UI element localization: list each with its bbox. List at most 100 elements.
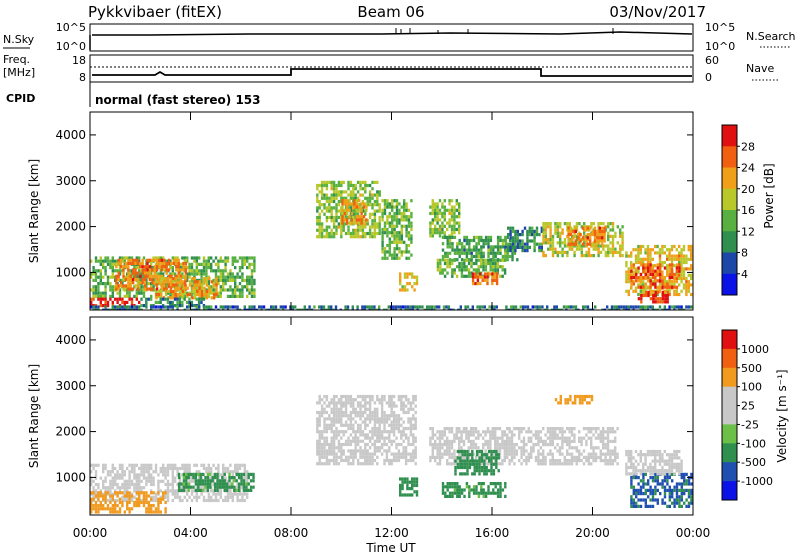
range-gate-cell [471, 305, 474, 309]
range-gate-cell [152, 476, 155, 480]
range-gate-cell [152, 498, 155, 503]
range-gate-cell [337, 193, 341, 197]
range-gate-cell [342, 225, 345, 229]
range-gate-cell [316, 417, 319, 421]
range-gate-cell [503, 430, 506, 434]
range-gate-cell [237, 488, 241, 492]
range-gate-cell [400, 398, 403, 402]
range-gate-cell [222, 282, 225, 286]
range-gate-cell [210, 296, 213, 300]
range-gate-cell [212, 288, 215, 292]
range-gate-cell [318, 394, 321, 399]
range-gate-cell [525, 443, 528, 447]
range-gate-cell [450, 224, 454, 228]
range-gate-cell [526, 239, 529, 243]
range-gate-cell [97, 291, 100, 295]
range-gate-cell [352, 455, 355, 459]
range-gate-cell [506, 446, 509, 450]
range-gate-cell [526, 229, 529, 233]
range-gate-cell [554, 222, 557, 226]
range-gate-cell [403, 288, 407, 292]
range-gate-cell [373, 180, 377, 184]
range-gate-cell [371, 235, 374, 239]
echo-region [429, 427, 619, 466]
range-gate-cell [632, 273, 635, 277]
range-gate-cell [179, 268, 183, 272]
range-gate-cell [325, 426, 329, 431]
range-gate-cell [622, 308, 626, 310]
range-gate-cell [532, 433, 535, 437]
range-gate-cell [477, 242, 481, 246]
range-gate-cell [126, 479, 129, 483]
range-gate-cell [356, 401, 360, 405]
range-gate-cell [214, 466, 218, 471]
range-gate-cell [349, 215, 353, 220]
range-gate-cell [162, 497, 165, 501]
range-gate-cell [123, 308, 126, 310]
range-gate-cell [359, 430, 362, 434]
range-gate-cell [487, 261, 490, 266]
range-gate-cell [330, 439, 333, 443]
range-gate-cell [335, 433, 338, 437]
range-gate-cell [152, 288, 155, 292]
range-gate-cell [123, 259, 126, 263]
range-gate-cell [458, 427, 461, 431]
range-gate-cell [335, 410, 338, 415]
range-gate-cell [150, 466, 153, 471]
range-gate-cell [649, 257, 652, 261]
range-gate-cell [102, 275, 105, 279]
range-gate-cell [217, 278, 220, 282]
range-gate-cell [195, 256, 198, 260]
range-gate-cell [400, 401, 403, 405]
range-gate-cell [366, 462, 369, 466]
range-gate-cell [165, 287, 168, 291]
range-gate-cell [243, 278, 246, 282]
range-gate-cell [344, 414, 348, 418]
range-gate-cell [506, 449, 509, 453]
range-gate-cell [104, 294, 107, 298]
range-gate-cell [291, 305, 294, 309]
range-gate-cell [537, 430, 540, 434]
range-gate-cell [646, 308, 650, 310]
range-gate-cell [613, 305, 616, 309]
range-gate-cell [366, 449, 369, 453]
range-gate-cell [573, 254, 576, 258]
range-gate-cell [589, 239, 592, 243]
range-gate-cell [352, 235, 355, 239]
range-gate-cell [192, 485, 195, 489]
range-gate-cell [328, 462, 331, 466]
range-gate-cell [200, 293, 204, 297]
range-gate-cell [214, 256, 218, 260]
range-gate-cell [155, 274, 159, 278]
range-gate-cell [347, 398, 350, 402]
range-gate-cell [637, 297, 641, 301]
range-gate-cell [335, 420, 338, 424]
range-gate-cell [159, 510, 162, 514]
range-gate-cell [229, 463, 232, 467]
range-gate-cell [445, 305, 448, 309]
range-gate-cell [344, 196, 348, 200]
range-gate-cell [325, 187, 329, 191]
range-gate-cell [109, 262, 112, 266]
range-gate-cell [182, 287, 185, 291]
range-gate-cell [404, 308, 407, 310]
range-gate-cell [116, 476, 119, 480]
range-gate-cell [489, 258, 492, 262]
range-gate-cell [139, 265, 142, 269]
range-gate-cell [376, 394, 379, 399]
range-gate-cell [690, 283, 693, 287]
range-gate-cell [142, 463, 146, 467]
range-gate-cell [94, 470, 98, 474]
range-gate-cell [556, 231, 559, 235]
range-gate-cell [186, 463, 189, 467]
range-gate-cell [516, 229, 519, 233]
range-gate-cell [150, 473, 153, 477]
range-gate-cell [102, 291, 105, 295]
range-gate-cell [359, 407, 362, 411]
range-gate-cell [133, 476, 136, 480]
range-gate-cell [133, 489, 136, 493]
range-gate-cell [130, 275, 134, 279]
range-gate-cell [569, 239, 573, 243]
range-gate-cell [664, 293, 667, 298]
range-gate-cell [289, 308, 292, 310]
